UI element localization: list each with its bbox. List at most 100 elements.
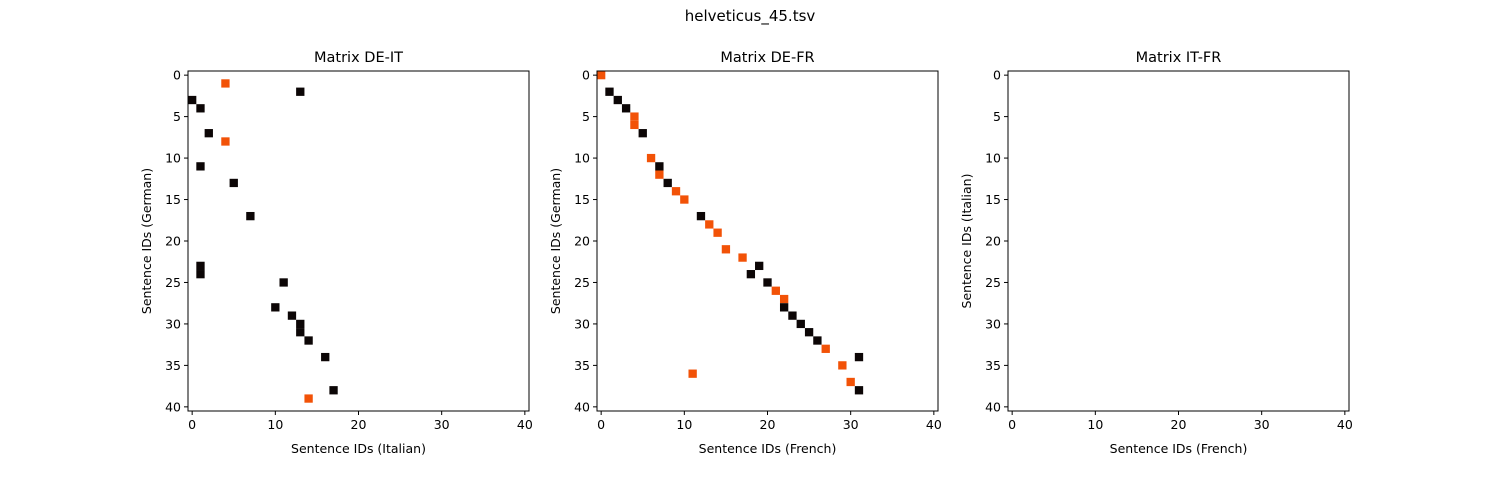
y-tick-label: 40	[985, 399, 1001, 414]
heatmap-cell	[680, 195, 689, 204]
heatmap-cell	[221, 79, 230, 88]
heatmap-cell	[655, 162, 664, 171]
heatmap-cell	[779, 303, 789, 312]
heatmap-cell	[821, 344, 830, 353]
y-tick-label: 10	[985, 151, 1001, 166]
y-axis-label: Sentence IDs (Italian)	[959, 174, 974, 309]
y-tick-label: 0	[173, 68, 181, 83]
heatmap-cell	[630, 112, 639, 121]
x-tick-label: 10	[676, 417, 692, 432]
heatmap-cell	[854, 352, 864, 362]
heatmap-cell	[287, 311, 297, 320]
heatmap-cell	[705, 220, 714, 229]
y-tick-label: 15	[165, 192, 181, 207]
x-tick-label: 30	[434, 417, 450, 432]
heatmap-cell	[755, 261, 764, 271]
x-tick-label: 10	[1087, 417, 1103, 432]
y-tick-label: 15	[985, 192, 1001, 207]
heatmap-cell	[746, 270, 756, 279]
chart-title: Matrix DE-FR	[720, 50, 814, 66]
y-tick-label: 30	[985, 316, 1001, 331]
chart-title: Matrix DE-IT	[314, 50, 403, 66]
x-tick-label: 40	[1337, 417, 1353, 432]
x-tick-label: 0	[1008, 417, 1016, 432]
heatmap-cell	[296, 87, 305, 96]
y-tick-label: 5	[173, 109, 181, 124]
heatmap-cell	[804, 328, 814, 337]
axes-frame	[1007, 70, 1350, 412]
axes-frame	[596, 70, 939, 412]
x-tick-label: 20	[760, 417, 776, 432]
x-tick-label: 0	[188, 417, 196, 432]
y-tick-label: 25	[574, 275, 590, 290]
y-tick-label: 20	[985, 234, 1001, 249]
heatmap-cell	[613, 95, 622, 105]
heatmap-cell	[246, 211, 255, 221]
x-axis-label: Sentence IDs (French)	[1110, 441, 1248, 456]
heatmap-cell	[621, 104, 631, 113]
y-tick-label: 20	[574, 234, 590, 249]
y-axis-label: Sentence IDs (German)	[139, 168, 154, 314]
x-tick-label: 10	[267, 417, 283, 432]
heatmap-cell	[638, 129, 647, 138]
heatmap-cell	[221, 137, 230, 146]
x-tick-label: 20	[1171, 417, 1187, 432]
heatmap-cell	[721, 245, 731, 254]
chart-panel-3: 0 10 20 30 40 0 5 10 15 20 25 30 35 40 Matrix IT-FR Sen…	[959, 50, 1353, 456]
y-tick-label: 25	[985, 275, 1001, 290]
y-tick-label: 30	[574, 316, 590, 331]
heatmap-cell	[696, 211, 706, 221]
heatmap-cell	[630, 120, 639, 130]
y-tick-label: 5	[582, 109, 590, 124]
heatmap-cell	[321, 352, 330, 362]
x-tick-label: 20	[351, 417, 367, 432]
x-tick-label: 40	[926, 417, 942, 432]
heatmap-cell	[854, 386, 864, 395]
heatmap-cell	[271, 303, 280, 312]
figure-suptitle: helveticus_45.tsv	[684, 7, 816, 25]
y-tick-label: 5	[993, 109, 1001, 124]
x-tick-label: 30	[1254, 417, 1270, 432]
heatmap-cell	[196, 104, 205, 113]
y-tick-label: 35	[985, 358, 1001, 373]
y-tick-label: 35	[574, 358, 590, 373]
chart-panel-2: 0 10 20 30 40 0 5 10 15 20 25 30 35 40 Matrix DE-FR Sen…	[548, 50, 942, 456]
x-axis-label: Sentence IDs (French)	[699, 441, 837, 456]
heatmap-cell	[329, 386, 338, 395]
heatmap-cell	[229, 178, 238, 188]
y-tick-label: 0	[993, 68, 1001, 83]
heatmap-cell	[688, 369, 697, 378]
axes-frame	[187, 70, 530, 412]
heatmap-cell	[304, 336, 313, 345]
heatmap-cell	[788, 311, 797, 320]
heatmap-cell	[605, 87, 614, 96]
heatmap-cell	[597, 71, 606, 80]
heatmap-cell	[738, 253, 747, 262]
chart-title: Matrix IT-FR	[1136, 50, 1222, 66]
heatmap-cell	[796, 319, 805, 329]
y-tick-label: 35	[165, 358, 181, 373]
heatmap-cell	[304, 394, 313, 403]
y-tick-label: 20	[165, 234, 181, 249]
heatmap-cell	[663, 178, 672, 188]
y-tick-label: 15	[574, 192, 590, 207]
heatmap-cell	[196, 270, 205, 279]
heatmap-cell	[279, 278, 288, 287]
x-tick-label: 30	[843, 417, 859, 432]
heatmap-cell	[779, 294, 789, 304]
heatmap-cell	[646, 153, 656, 163]
heatmap-cell	[296, 319, 305, 329]
y-axis-label: Sentence IDs (German)	[548, 168, 563, 314]
heatmap-cell	[763, 278, 772, 287]
y-tick-label: 10	[165, 151, 181, 166]
heatmap-cell	[846, 377, 855, 387]
y-tick-label: 40	[574, 399, 590, 414]
heatmap-cell	[771, 286, 780, 295]
y-tick-label: 30	[165, 316, 181, 331]
chart-panel-1: 0 10 20 30 40 0 5 10 15 20 25 30 35 40 Matrix DE-IT Sen…	[139, 50, 533, 456]
heatmap-cell	[296, 328, 305, 337]
heatmap-cell	[813, 336, 822, 345]
heatmap-cell	[204, 129, 213, 138]
heatmap-cell	[713, 228, 722, 237]
